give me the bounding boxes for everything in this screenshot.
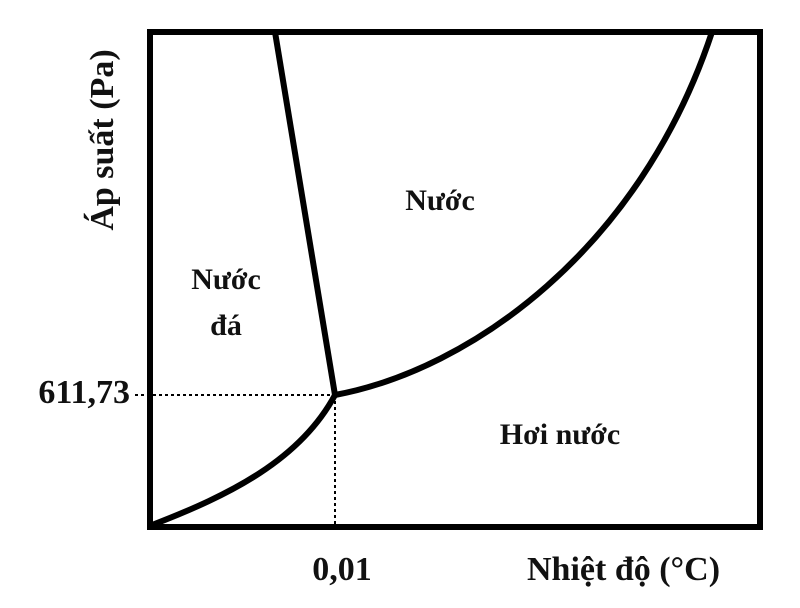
region-label: Nước [405,184,475,217]
x-axis-label: Nhiệt độ (°C) [527,551,720,588]
vaporization-curve [334,31,715,398]
region-label: Nước [191,263,261,296]
sublimation-curve [150,393,338,528]
plot-frame [147,29,763,530]
y-axis-label: Áp suất (Pa) [84,49,121,230]
region-label: Hơi nước [500,418,620,451]
triple-point-pressure: 611,73 [38,374,130,411]
triple-point-temperature: 0,01 [312,551,372,588]
melting-curve [272,31,338,396]
region-label: đá [210,309,242,342]
